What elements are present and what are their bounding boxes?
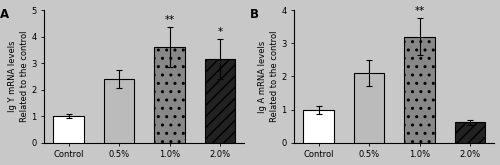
Y-axis label: Ig Y mRNA levels
Related to the control: Ig Y mRNA levels Related to the control — [8, 31, 28, 122]
Bar — [54, 116, 84, 143]
Bar — [354, 73, 384, 143]
Text: **: ** — [164, 15, 175, 25]
Text: B: B — [250, 7, 260, 20]
Text: *: * — [218, 27, 222, 37]
Y-axis label: Ig A mRNA levels
Related to the control: Ig A mRNA levels Related to the control — [258, 31, 278, 122]
Bar — [404, 37, 435, 143]
Text: A: A — [0, 7, 10, 20]
Bar — [304, 110, 334, 143]
Bar — [154, 47, 185, 143]
Text: **: ** — [414, 6, 425, 16]
Bar — [455, 122, 486, 143]
Bar — [104, 79, 134, 143]
Bar — [205, 59, 236, 143]
